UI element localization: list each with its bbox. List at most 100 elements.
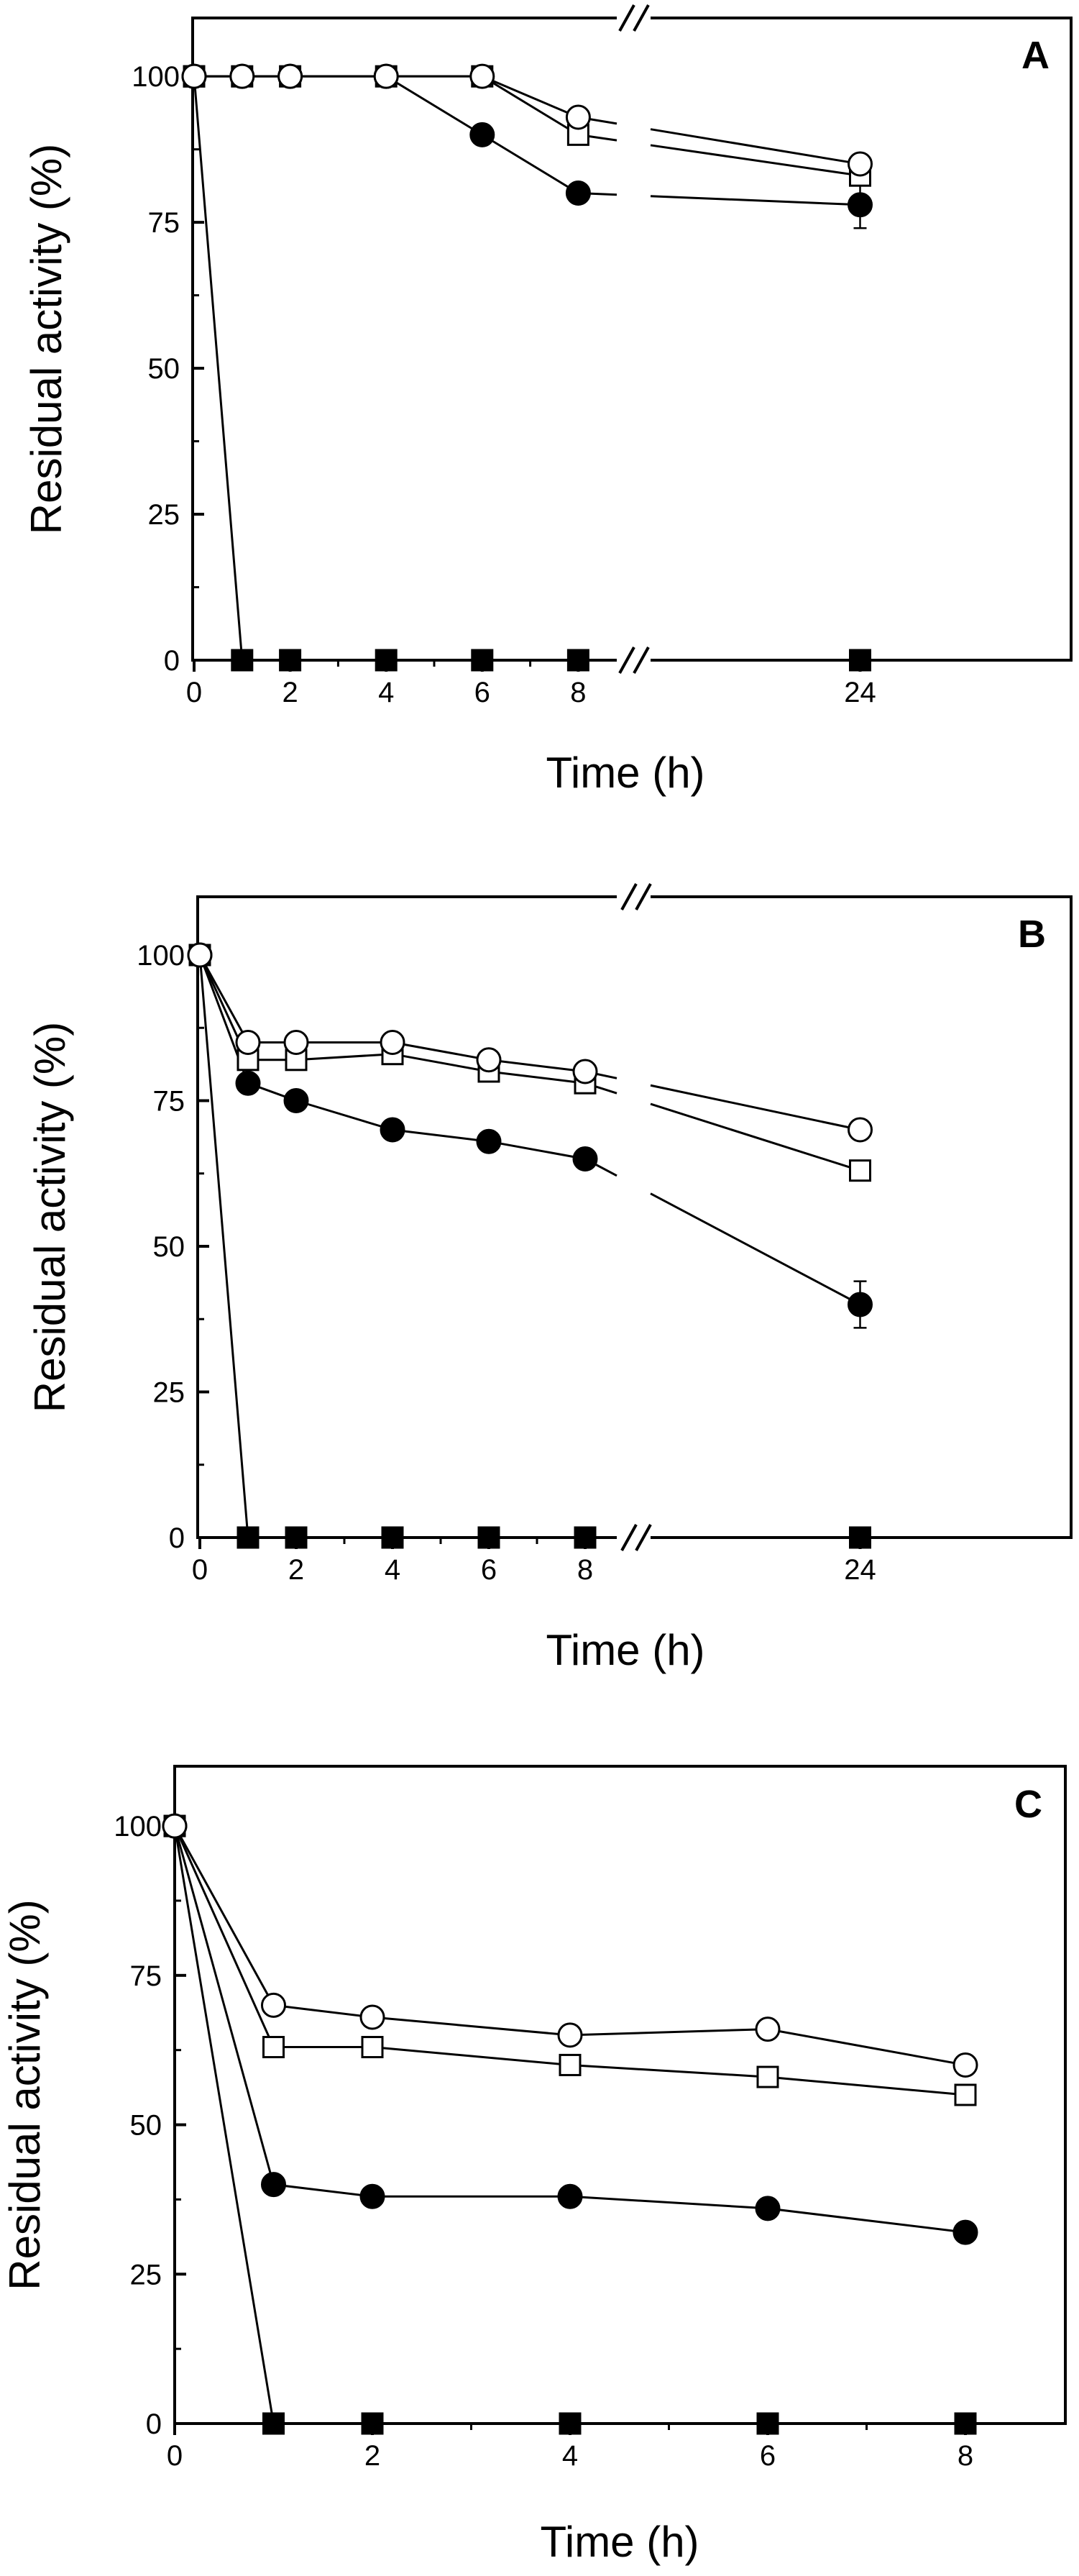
data-point-filled-circle: [261, 2172, 286, 2198]
y-tick-label: 25: [130, 2259, 162, 2290]
series-line-open-square: [569, 2063, 768, 2078]
axis-break-mark: [618, 647, 635, 674]
series-line-filled-square: [193, 76, 244, 661]
series-line-open-circle: [198, 954, 249, 1043]
x-tick-label: 0: [186, 677, 202, 708]
series-line-filled-circle: [273, 2183, 373, 2198]
series-line-open-square: [650, 144, 860, 177]
data-point-open-circle: [952, 2052, 978, 2078]
data-point-open-circle: [373, 63, 399, 89]
data-point-filled-square: [471, 649, 494, 672]
series-line-open-circle: [392, 1041, 490, 1061]
x-tick-label: 4: [385, 1554, 400, 1586]
data-point-open-square: [756, 2065, 779, 2088]
series-line-open-circle: [650, 1084, 860, 1131]
data-point-open-circle: [162, 1813, 188, 1839]
panel-letter: A: [1021, 34, 1050, 77]
data-point-open-circle: [565, 104, 591, 130]
y-tick-label: 25: [153, 1377, 185, 1409]
x-tick-label: 6: [760, 2440, 776, 2472]
x-tick-label: 24: [844, 1554, 876, 1586]
x-tick-label: 8: [958, 2440, 973, 2472]
data-point-open-circle: [187, 942, 213, 968]
data-point-filled-square: [559, 2412, 582, 2435]
data-point-filled-square: [237, 1526, 260, 1549]
data-point-filled-circle: [952, 2219, 978, 2245]
series-line-filled-circle: [482, 134, 579, 194]
data-point-filled-square: [849, 649, 871, 672]
series-line-open-circle: [767, 2028, 966, 2066]
data-point-filled-square: [375, 649, 398, 672]
series-line-open-square: [173, 1825, 275, 2048]
series-line-open-square: [767, 2075, 966, 2096]
data-point-open-square: [849, 1159, 871, 1182]
y-tick-label: 100: [114, 1811, 162, 1842]
series-line-open-circle: [372, 2016, 571, 2037]
data-point-filled-circle: [755, 2196, 781, 2221]
data-point-filled-square: [285, 1526, 308, 1549]
axis-break-mark: [618, 4, 635, 32]
data-point-open-square: [262, 2036, 285, 2059]
panel-c: 0 25 50 75 100 0 2 4 6 8 Time (h) Residual activity…: [1, 1765, 1067, 2566]
axis-break-mark: [620, 1524, 638, 1551]
series-line-filled-circle: [392, 1128, 490, 1143]
y-tick-label: 50: [153, 1231, 185, 1263]
x-tick-label: 6: [481, 1554, 497, 1586]
y-axis-title: Residual activity (%): [26, 1022, 74, 1413]
data-point-open-square: [361, 2036, 384, 2059]
series-line-open-circle: [650, 128, 860, 165]
x-tick-label: 24: [844, 677, 876, 708]
data-point-open-circle: [476, 1047, 502, 1073]
series-line-open-circle: [488, 1059, 586, 1073]
series-line-filled-circle: [488, 1140, 586, 1160]
panel-letter: C: [1014, 1783, 1042, 1826]
data-point-filled-circle: [469, 122, 495, 147]
x-axis-title: Time (h): [540, 2518, 699, 2566]
series-line-filled-circle: [385, 75, 483, 136]
data-point-open-circle: [469, 63, 495, 89]
x-tick-label: 2: [288, 1554, 304, 1586]
data-point-open-circle: [359, 2004, 385, 2030]
data-point-open-circle: [848, 151, 873, 177]
series-line-filled-square: [198, 954, 249, 1538]
data-point-filled-square: [566, 649, 589, 672]
y-tick-label: 100: [132, 61, 180, 93]
series-line-open-square: [488, 1070, 586, 1084]
series-line-filled-circle: [650, 195, 860, 206]
axis-break-mark: [635, 1524, 652, 1551]
data-point-filled-circle: [848, 192, 873, 218]
series-line-open-circle: [569, 2028, 768, 2037]
data-point-filled-circle: [572, 1146, 598, 1171]
data-point-filled-square: [381, 1526, 404, 1549]
x-tick-label: 4: [562, 2440, 578, 2472]
data-point-filled-circle: [565, 181, 591, 206]
data-point-filled-square: [954, 2412, 977, 2435]
x-tick-label: 0: [192, 1554, 208, 1586]
axis-break-mark: [633, 647, 650, 674]
series-line-filled-square: [173, 1825, 275, 2424]
x-tick-label: 6: [474, 677, 490, 708]
plot-frame: [196, 895, 1073, 1539]
data-point-filled-circle: [848, 1292, 873, 1317]
data-point-open-square: [285, 1049, 308, 1072]
series-line-filled-circle: [569, 2195, 768, 2210]
y-tick-label: 75: [153, 1086, 185, 1118]
data-point-open-circle: [235, 1030, 261, 1055]
series-line-filled-circle: [173, 1825, 275, 2186]
y-tick-label: 0: [169, 1522, 185, 1554]
x-axis-title: Time (h): [546, 1626, 704, 1674]
data-point-open-circle: [261, 1992, 286, 2018]
data-point-open-circle: [848, 1117, 873, 1143]
data-point-open-circle: [380, 1030, 405, 1055]
data-point-filled-circle: [359, 2183, 385, 2209]
data-point-open-square: [559, 2053, 582, 2076]
x-tick-label: 8: [577, 1554, 593, 1586]
panel-letter: B: [1018, 913, 1046, 956]
y-tick-label: 0: [164, 645, 180, 677]
data-point-filled-square: [361, 2412, 384, 2435]
series-line-filled-circle: [650, 1192, 861, 1306]
data-point-filled-circle: [235, 1070, 261, 1096]
x-tick-label: 2: [282, 677, 298, 708]
